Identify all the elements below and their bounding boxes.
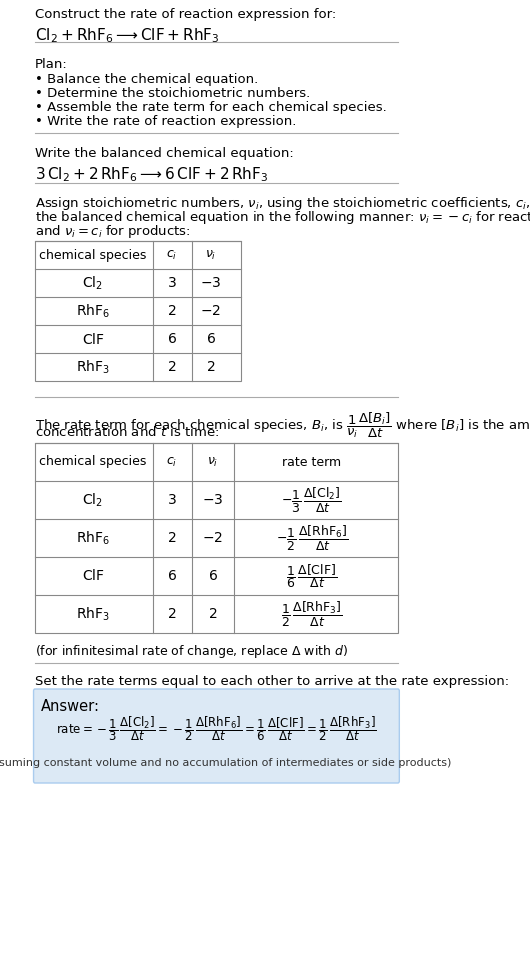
Text: $\dfrac{1}{2}\,\dfrac{\Delta[\mathrm{RhF_3}]}{\Delta t}$: $\dfrac{1}{2}\,\dfrac{\Delta[\mathrm{RhF… bbox=[281, 599, 342, 629]
Text: Answer:: Answer: bbox=[41, 699, 100, 714]
Text: $2$: $2$ bbox=[206, 360, 216, 374]
Text: • Balance the chemical equation.: • Balance the chemical equation. bbox=[35, 73, 258, 86]
Text: $6$: $6$ bbox=[206, 332, 216, 346]
Text: Set the rate terms equal to each other to arrive at the rate expression:: Set the rate terms equal to each other t… bbox=[35, 675, 509, 688]
Text: $\mathrm{RhF_6}$: $\mathrm{RhF_6}$ bbox=[76, 303, 110, 320]
Text: • Assemble the rate term for each chemical species.: • Assemble the rate term for each chemic… bbox=[35, 101, 387, 114]
Text: $-2$: $-2$ bbox=[202, 531, 224, 545]
Text: $-\dfrac{1}{3}\,\dfrac{\Delta[\mathrm{Cl_2}]}{\Delta t}$: $-\dfrac{1}{3}\,\dfrac{\Delta[\mathrm{Cl… bbox=[281, 485, 342, 514]
Text: Construct the rate of reaction expression for:: Construct the rate of reaction expressio… bbox=[35, 8, 336, 21]
Text: (assuming constant volume and no accumulation of intermediates or side products): (assuming constant volume and no accumul… bbox=[0, 758, 451, 768]
Text: $-3$: $-3$ bbox=[202, 493, 224, 507]
Text: • Determine the stoichiometric numbers.: • Determine the stoichiometric numbers. bbox=[35, 87, 310, 100]
Text: $-\dfrac{1}{2}\,\dfrac{\Delta[\mathrm{RhF_6}]}{\Delta t}$: $-\dfrac{1}{2}\,\dfrac{\Delta[\mathrm{Rh… bbox=[276, 523, 348, 552]
Text: concentration and $t$ is time:: concentration and $t$ is time: bbox=[35, 425, 219, 439]
Text: $\mathrm{RhF_3}$: $\mathrm{RhF_3}$ bbox=[76, 358, 110, 376]
Text: $\nu_i$: $\nu_i$ bbox=[207, 456, 218, 468]
Text: chemical species: chemical species bbox=[39, 456, 147, 468]
Text: 2: 2 bbox=[167, 531, 176, 545]
Text: Write the balanced chemical equation:: Write the balanced chemical equation: bbox=[35, 147, 294, 160]
Text: $\mathrm{RhF_6}$: $\mathrm{RhF_6}$ bbox=[76, 529, 110, 547]
Text: (for infinitesimal rate of change, replace $\Delta$ with $d$): (for infinitesimal rate of change, repla… bbox=[35, 643, 348, 660]
Text: $\mathrm{Cl_2}$: $\mathrm{Cl_2}$ bbox=[82, 274, 103, 292]
Text: The rate term for each chemical species, $B_i$, is $\dfrac{1}{\nu_i}\dfrac{\Delt: The rate term for each chemical species,… bbox=[35, 411, 530, 440]
Text: Plan:: Plan: bbox=[35, 58, 68, 71]
Text: • Write the rate of reaction expression.: • Write the rate of reaction expression. bbox=[35, 115, 296, 128]
Text: chemical species: chemical species bbox=[39, 249, 147, 262]
Bar bbox=[35, 241, 241, 381]
Text: $\mathrm{Cl_2}$: $\mathrm{Cl_2}$ bbox=[82, 491, 103, 508]
Text: $c_i$: $c_i$ bbox=[166, 249, 178, 262]
Text: $6$: $6$ bbox=[208, 569, 218, 583]
Text: $\mathrm{ClF}$: $\mathrm{ClF}$ bbox=[82, 568, 104, 584]
Text: $c_i$: $c_i$ bbox=[166, 456, 178, 468]
Bar bbox=[35, 443, 398, 633]
Text: $\nu_i$: $\nu_i$ bbox=[205, 249, 216, 262]
Text: 3: 3 bbox=[167, 276, 176, 290]
Text: $2$: $2$ bbox=[208, 607, 218, 621]
Text: 6: 6 bbox=[167, 569, 176, 583]
Text: $\mathrm{RhF_3}$: $\mathrm{RhF_3}$ bbox=[76, 605, 110, 623]
Text: 3: 3 bbox=[167, 493, 176, 507]
Text: Assign stoichiometric numbers, $\nu_i$, using the stoichiometric coefficients, $: Assign stoichiometric numbers, $\nu_i$, … bbox=[35, 195, 530, 212]
Text: 2: 2 bbox=[167, 360, 176, 374]
Text: $\mathrm{3\, Cl_2 + 2\, RhF_6 \longrightarrow 6\, ClF + 2\, RhF_3}$: $\mathrm{3\, Cl_2 + 2\, RhF_6 \longright… bbox=[35, 165, 268, 183]
Text: $\mathrm{ClF}$: $\mathrm{ClF}$ bbox=[82, 332, 104, 346]
Text: $\dfrac{1}{6}\,\dfrac{\Delta[\mathrm{ClF}]}{\Delta t}$: $\dfrac{1}{6}\,\dfrac{\Delta[\mathrm{ClF… bbox=[286, 562, 338, 590]
Text: $-3$: $-3$ bbox=[200, 276, 222, 290]
Text: $\mathrm{rate} = -\dfrac{1}{3}\,\dfrac{\Delta[\mathrm{Cl_2}]}{\Delta t} = -\dfra: $\mathrm{rate} = -\dfrac{1}{3}\,\dfrac{\… bbox=[56, 714, 377, 744]
Text: and $\nu_i = c_i$ for products:: and $\nu_i = c_i$ for products: bbox=[35, 223, 191, 240]
Text: 2: 2 bbox=[167, 607, 176, 621]
Text: $-2$: $-2$ bbox=[200, 304, 222, 318]
Text: 2: 2 bbox=[167, 304, 176, 318]
Text: the balanced chemical equation in the following manner: $\nu_i = -c_i$ for react: the balanced chemical equation in the fo… bbox=[35, 209, 530, 226]
Text: 6: 6 bbox=[167, 332, 176, 346]
Text: rate term: rate term bbox=[282, 456, 341, 468]
Text: $\mathrm{Cl_2 + RhF_6 \longrightarrow ClF + RhF_3}$: $\mathrm{Cl_2 + RhF_6 \longrightarrow Cl… bbox=[35, 26, 219, 45]
FancyBboxPatch shape bbox=[33, 689, 399, 783]
